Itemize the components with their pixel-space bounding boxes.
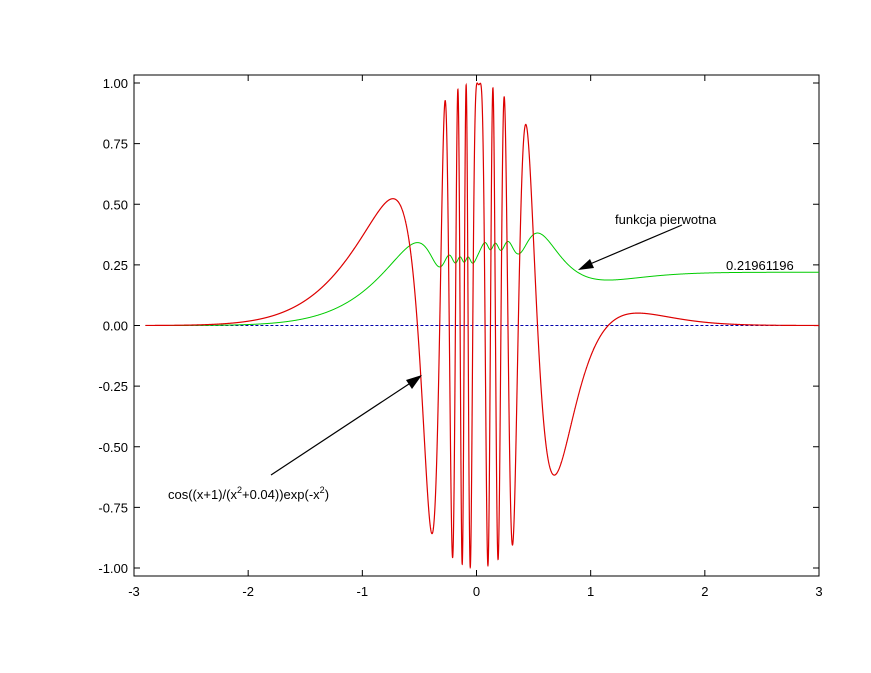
x-tick-labels: -3 -2 -1 0 1 2 3 (128, 584, 822, 599)
x-tick-label: 0 (473, 584, 480, 599)
function-line (145, 82, 819, 570)
y-tick-label: -0.50 (98, 440, 128, 455)
y-tick-label: -0.25 (98, 379, 128, 394)
primitive-label-arrowhead (578, 259, 594, 270)
x-tick-label: 1 (587, 584, 594, 599)
x-tick-label: 3 (815, 584, 822, 599)
y-tick-label: 0.75 (103, 137, 128, 152)
function-label-arrowhead (406, 375, 422, 389)
y-tick-label: -1.00 (98, 561, 128, 576)
y-tick-label: -0.75 (98, 500, 128, 515)
primitive-label: funkcja pierwotna (615, 212, 717, 227)
y-tick-labels: 1.00 0.75 0.50 0.25 0.00 -0.25 -0.50 -0.75 -1.00 (98, 76, 128, 576)
y-tick-label: 0.00 (103, 319, 128, 334)
x-tick-label: 2 (701, 584, 708, 599)
x-tick-label: -1 (357, 584, 369, 599)
primitive-label-arrow (582, 224, 683, 268)
final-value-label: 0.21961196 (726, 258, 794, 273)
function-label: cos((x+1)/(x2+0.04))exp(-x2) (168, 485, 329, 502)
y-tick-label: 1.00 (103, 76, 128, 91)
primitive-function-line (145, 232, 819, 326)
function-label-arrow (270, 377, 419, 476)
x-tick-label: -3 (128, 584, 140, 599)
y-tick-label: 0.50 (103, 197, 128, 212)
y-tick-label: 0.25 (103, 258, 128, 273)
x-tick-label: -2 (242, 584, 254, 599)
